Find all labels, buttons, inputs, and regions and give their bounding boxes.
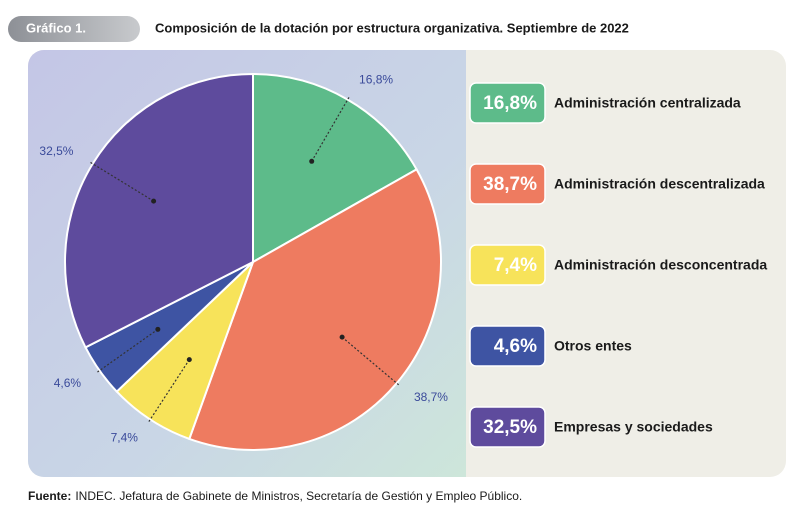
leader-dot <box>186 357 192 363</box>
legend-value: 38,7% <box>483 174 537 195</box>
legend-value: 4,6% <box>494 336 537 357</box>
legend-swatch <box>469 325 546 367</box>
chart-tag: Gráfico 1. <box>26 20 86 35</box>
legend-label: Administración desconcentrada <box>554 257 767 273</box>
legend-label: Empresas y sociedades <box>554 419 713 435</box>
legend-label: Administración descentralizada <box>554 176 765 192</box>
leader-line <box>341 336 400 387</box>
footer-text: INDEC. Jefatura de Gabinete de Ministros… <box>75 489 522 503</box>
data-label: 7,4% <box>111 431 139 445</box>
footer: Fuente: INDEC. Jefatura de Gabinete de Mi… <box>28 489 522 503</box>
data-label: 32,5% <box>39 144 73 158</box>
pie: 16,8% 38,7% 7,4% 4,6% 32,5% <box>39 72 448 451</box>
leader-line <box>89 161 154 202</box>
legend-swatch <box>469 244 546 286</box>
leader-line <box>147 359 190 423</box>
legend-label: Administración centralizada <box>554 95 741 111</box>
leader-dot <box>339 334 345 340</box>
leader-line <box>96 328 159 374</box>
legend-swatch <box>469 163 546 205</box>
leader-line <box>311 96 351 162</box>
data-label: 16,8% <box>359 72 393 86</box>
legend-value: 32,5% <box>483 417 537 438</box>
pie-slice <box>64 72 254 349</box>
pie-slice <box>252 72 418 264</box>
leader-dot <box>155 326 161 332</box>
legend-swatch <box>469 82 546 124</box>
tag-background <box>8 16 140 42</box>
leader-dot <box>309 158 315 164</box>
legend-value: 16,8% <box>483 93 537 114</box>
legend-label: Otros entes <box>554 338 632 354</box>
chart-title: Composición de la dotación por estructur… <box>155 20 629 35</box>
legend-value: 7,4% <box>494 255 537 276</box>
leader-dot <box>151 198 157 204</box>
footer-label: Fuente: <box>28 489 71 503</box>
data-label: 38,7% <box>414 390 448 404</box>
data-label: 4,6% <box>54 376 82 390</box>
pie-slice <box>188 168 442 451</box>
legend-swatch <box>469 406 546 448</box>
legend: 16,8% Administración centralizada 38,7% Adm… <box>469 82 767 448</box>
